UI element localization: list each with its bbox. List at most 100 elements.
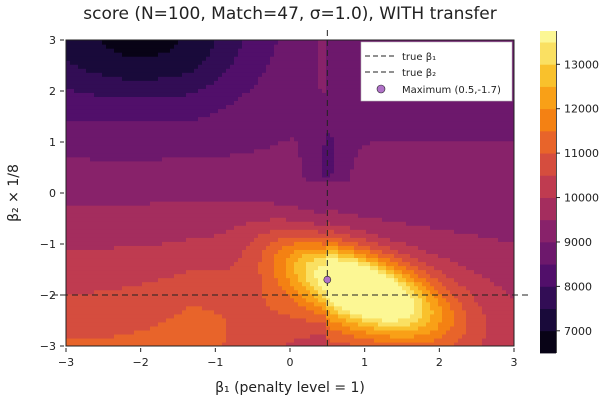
contour-cell [270,48,275,53]
contour-cell [286,168,291,174]
contour-cell [182,88,187,93]
contour-cell [186,184,191,190]
contour-cell [238,245,243,250]
contour-cell [102,193,107,198]
contour-cell [294,188,299,194]
contour-cell [90,44,95,49]
contour-cell [234,180,239,186]
contour-cell [138,112,143,118]
contour-cell [198,76,203,81]
contour-cell [270,277,275,283]
contour-cell [182,257,187,263]
contour-cell [254,225,259,230]
contour-cell [206,96,211,101]
contour-cell [222,40,227,45]
contour-cell [174,160,179,166]
contour-cell [166,184,171,190]
contour-cell [86,116,91,122]
contour-cell [266,201,271,206]
contour-cell [290,160,295,166]
contour-cell [294,152,299,158]
contour-cell [74,176,79,182]
contour-cell [170,273,175,279]
contour-cell [246,40,251,45]
contour-cell [266,164,271,170]
contour-cell [258,92,263,97]
contour-cell [82,225,87,230]
contour-cell [298,341,303,346]
contour-cell [198,261,203,267]
contour-cell [130,317,135,323]
contour-cell [286,80,291,85]
contour-cell [122,197,127,202]
contour-cell [270,168,275,174]
contour-cell [298,249,303,254]
contour-cell [142,305,147,311]
contour-cell [154,72,159,77]
contour-cell [142,257,147,263]
contour-cell [214,225,219,230]
contour-cell [130,205,135,210]
contour-cell [262,209,267,214]
contour-cell [294,92,299,97]
contour-cell [234,80,239,85]
contour-cell [282,293,287,299]
contour-cell [298,277,303,283]
contour-cell [182,305,187,311]
contour-cell [242,112,247,118]
contour-cell [182,124,187,130]
contour-cell [70,257,75,263]
contour-cell [250,40,255,45]
contour-cell [274,120,279,126]
contour-cell [150,180,155,186]
contour-cell [166,48,171,53]
contour-cell [250,52,255,57]
contour-cell [98,120,103,126]
contour-cell [310,164,315,170]
contour-cell [270,257,275,263]
contour-cell [222,253,227,259]
contour-cell [254,205,259,210]
contour-cell [186,156,191,162]
contour-cell [106,201,111,206]
contour-cell [198,80,203,85]
contour-cell [218,156,223,162]
contour-cell [94,261,99,267]
contour-cell [134,269,139,275]
contour-cell [290,112,295,118]
contour-cell [226,293,231,299]
contour-cell [74,289,79,295]
contour-cell [106,221,111,226]
contour-cell [78,261,83,267]
contour-cell [130,44,135,49]
contour-cell [230,305,235,311]
contour-cell [114,329,119,335]
contour-cell [214,104,219,110]
contour-cell [302,317,307,323]
contour-cell [254,180,259,186]
contour-cell [142,132,147,138]
contour-cell [250,201,255,206]
contour-cell [310,297,315,303]
contour-cell [326,297,331,303]
contour-cell [90,213,95,218]
contour-cell [242,253,247,259]
contour-cell [298,273,303,279]
contour-cell [278,297,283,303]
contour-cell [138,297,143,303]
contour-cell [230,217,235,222]
contour-cell [94,48,99,53]
contour-cell [206,156,211,162]
contour-cell [158,172,163,178]
contour-cell [146,96,151,101]
contour-cell [106,293,111,299]
contour-cell [82,128,87,134]
contour-cell [118,164,123,170]
contour-cell [166,249,171,254]
contour-cell [234,201,239,206]
contour-cell [118,176,123,182]
contour-cell [314,96,319,101]
contour-cell [66,213,71,218]
contour-cell [250,277,255,283]
contour-cell [286,152,291,158]
